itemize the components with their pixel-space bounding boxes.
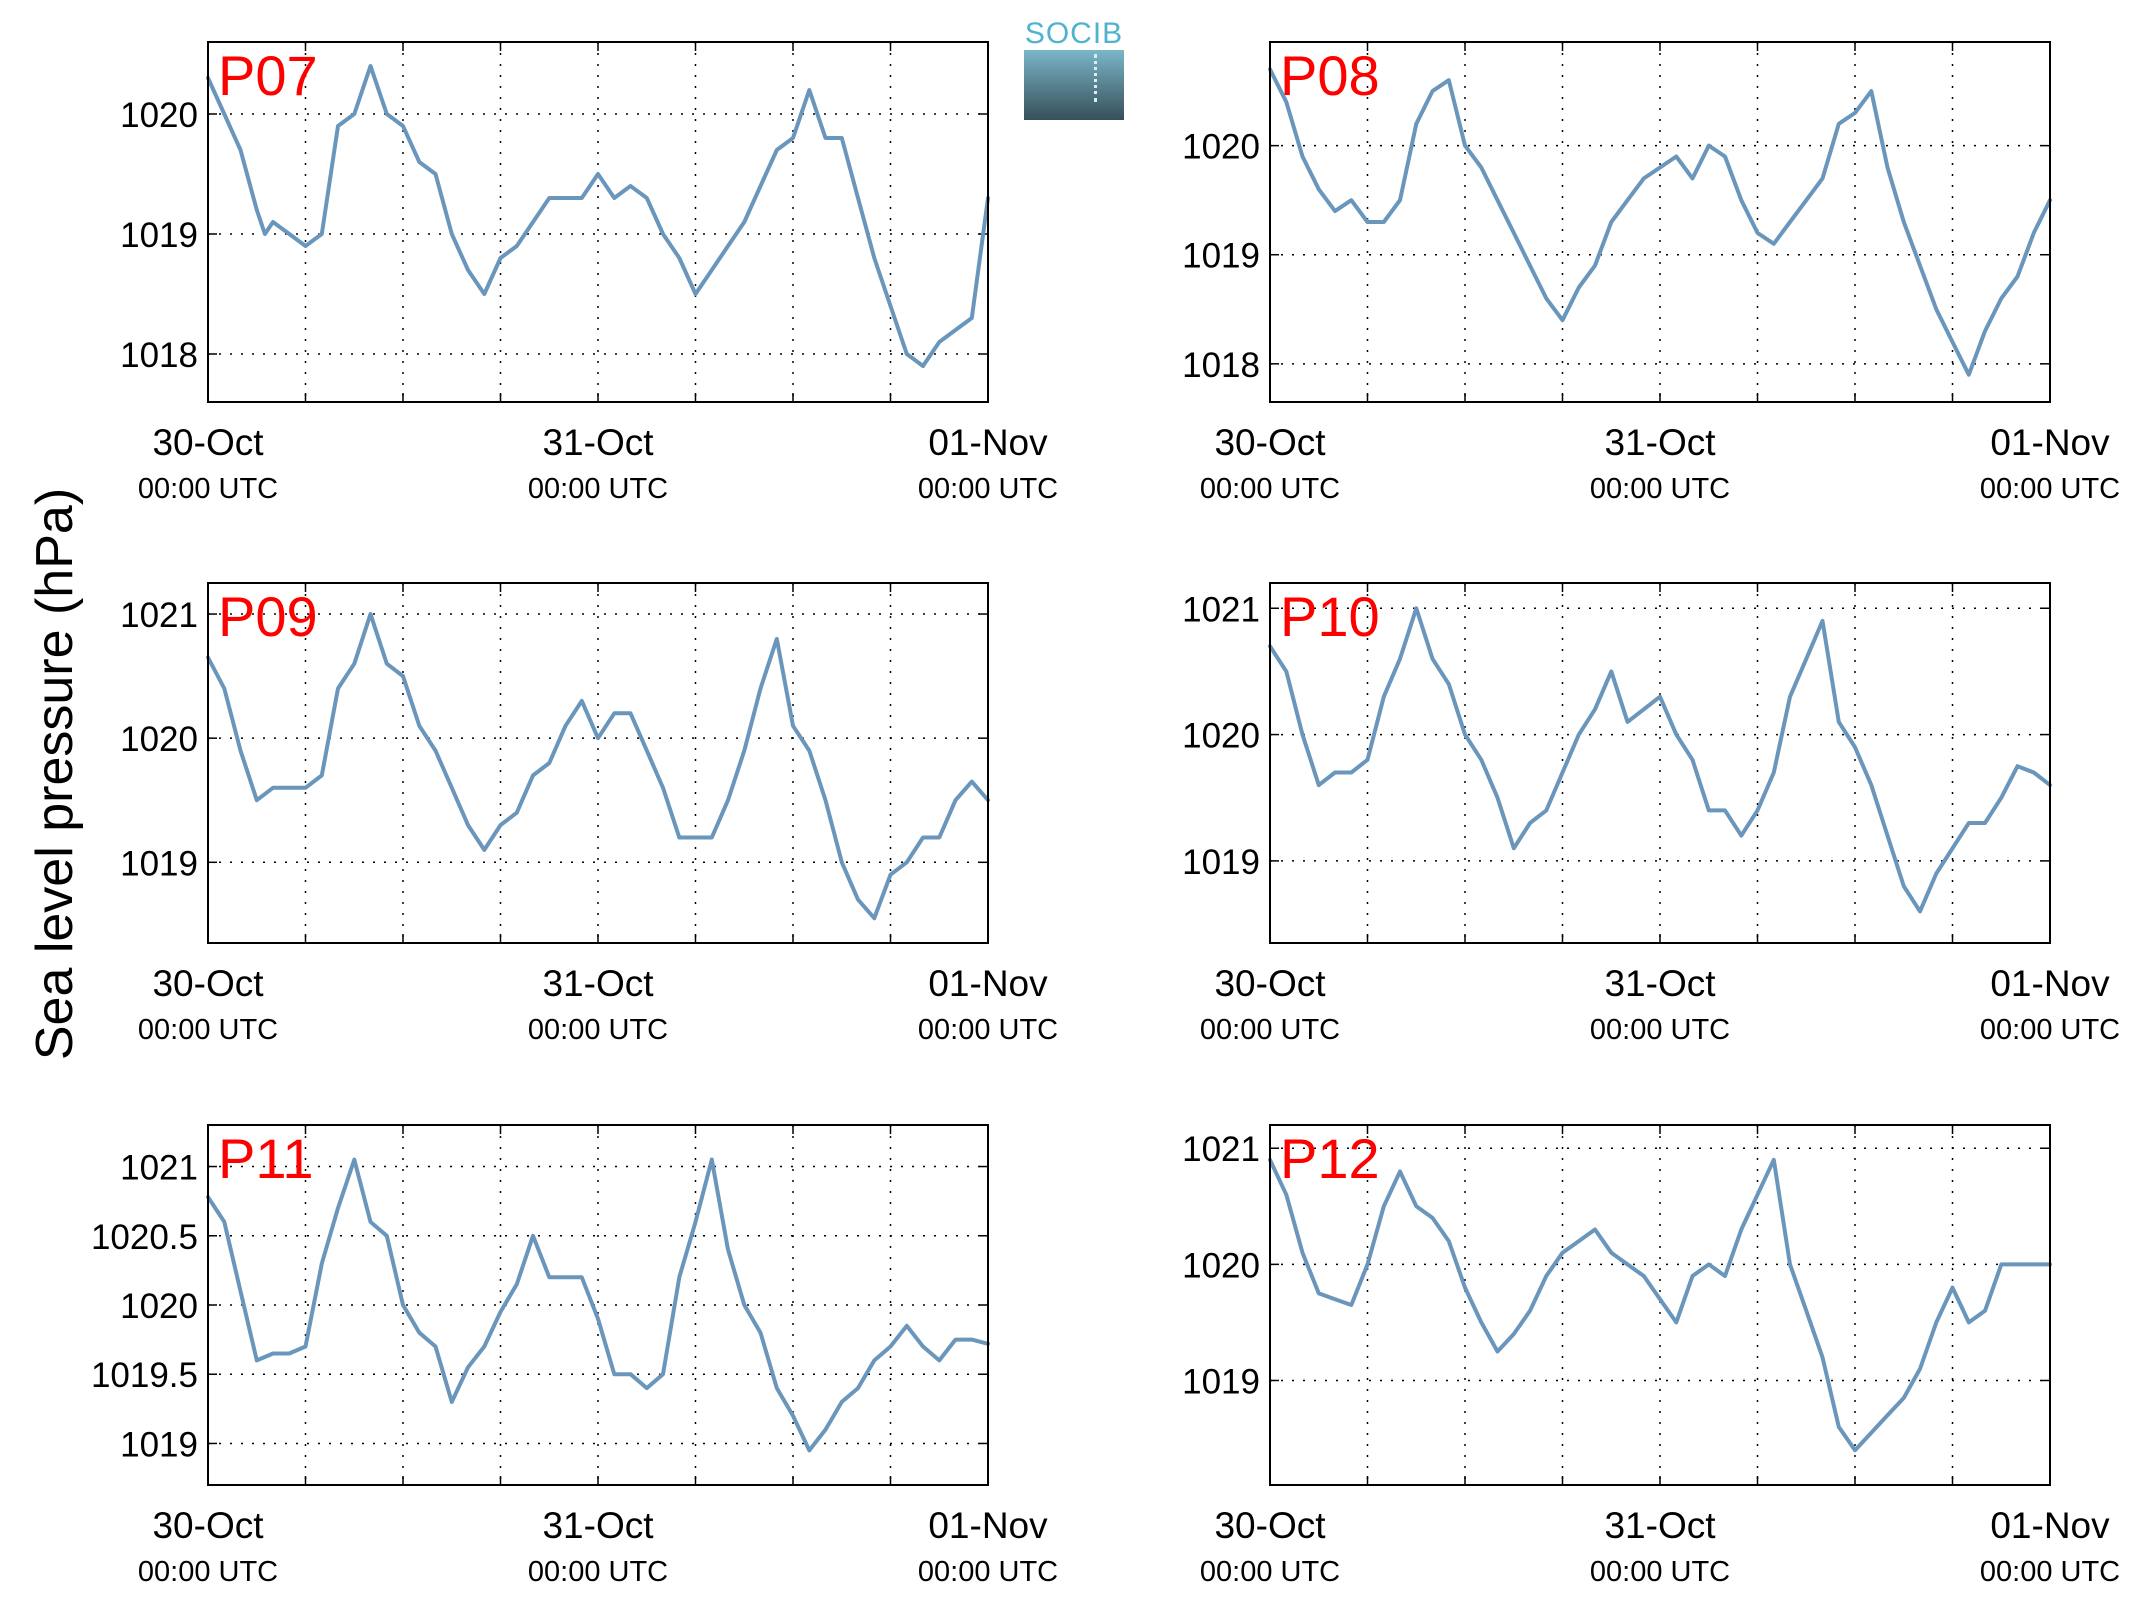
x-tick-label-date: 30-Oct — [152, 1505, 264, 1546]
plot-frame — [1269, 41, 2051, 403]
x-tick-label-date: 31-Oct — [1604, 963, 1716, 1004]
series-line — [1268, 1157, 2052, 1453]
x-tick-label-date: 30-Oct — [1214, 1505, 1326, 1546]
x-tick-label-time: 00:00 UTC — [528, 1556, 668, 1588]
x-tick-label-date: 30-Oct — [152, 422, 264, 463]
logo-graphic — [1024, 50, 1124, 120]
y-tick-label: 1020 — [120, 720, 198, 759]
socib-logo: SOCIB — [1024, 18, 1124, 120]
chart-panel-p12: 1019 1020 1021 30-Oct 00:00 UTC 31-Oct 00:00 U… — [1182, 1124, 2120, 1588]
y-tick-label: 1021 — [120, 1149, 198, 1188]
y-tick-label: 1020 — [120, 96, 198, 135]
x-tick-label-date: 31-Oct — [1604, 1505, 1716, 1546]
y-tick-label: 1019.5 — [91, 1356, 198, 1395]
y-tick-label: 1019 — [1182, 1362, 1260, 1401]
x-tick-label-time: 00:00 UTC — [1980, 1014, 2120, 1046]
station-label: P12 — [1280, 1127, 1380, 1190]
x-tick-label-date: 01-Nov — [928, 1505, 1048, 1546]
y-tick-label: 1021 — [1182, 1130, 1260, 1169]
plot-frame — [1269, 1124, 2051, 1486]
x-tick-label-date: 31-Oct — [1604, 422, 1716, 463]
y-tick-label: 1020 — [1182, 1246, 1260, 1285]
x-tick-label-date: 31-Oct — [542, 422, 654, 463]
x-tick-label-date: 30-Oct — [1214, 963, 1326, 1004]
y-tick-label: 1019 — [120, 844, 198, 883]
series-line — [1268, 67, 2052, 377]
y-tick-label: 1019 — [1182, 237, 1260, 276]
x-tick-label-time: 00:00 UTC — [138, 1014, 278, 1046]
x-tick-label-date: 01-Nov — [1990, 963, 2110, 1004]
y-tick-label: 1020.5 — [91, 1218, 198, 1257]
x-tick-label-time: 00:00 UTC — [1980, 473, 2120, 505]
chart-panel-p11: 1019 1019.5 1020 1020.5 1021 30-Oct 00:00 UTC 3… — [91, 1124, 1058, 1588]
x-tick-label-date: 31-Oct — [542, 963, 654, 1004]
chart-panel-p10: 1019 1020 1021 30-Oct 00:00 UTC 31-Oct 00:00 U… — [1182, 582, 2120, 1046]
y-tick-label: 1020 — [120, 1287, 198, 1326]
plot-frame — [1269, 582, 2051, 944]
x-tick-label-time: 00:00 UTC — [528, 1014, 668, 1046]
x-tick-label-time: 00:00 UTC — [138, 1556, 278, 1588]
x-tick-label-date: 01-Nov — [1990, 422, 2110, 463]
chart-panel-p09: 1019 1020 1021 30-Oct 00:00 UTC 31-Oct 00:00 U… — [120, 582, 1058, 1046]
series-line — [206, 1157, 990, 1453]
chart-panel-p07: 1018 1019 1020 30-Oct 00:00 UTC 31-Oct 00:00 U… — [120, 41, 1058, 505]
y-tick-label: 1021 — [1182, 590, 1260, 629]
x-tick-label-time: 00:00 UTC — [918, 1556, 1058, 1588]
y-tick-label: 1020 — [1182, 128, 1260, 167]
x-tick-label-time: 00:00 UTC — [138, 473, 278, 505]
x-tick-label-time: 00:00 UTC — [1200, 1556, 1340, 1588]
logo-dots — [1094, 54, 1097, 102]
y-tick-label: 1019 — [1182, 843, 1260, 882]
chart-panel-p08: 1018 1019 1020 30-Oct 00:00 UTC 31-Oct 00:00 U… — [1182, 41, 2120, 505]
series-line — [1268, 606, 2052, 914]
x-tick-label-time: 00:00 UTC — [1200, 473, 1340, 505]
y-tick-label: 1018 — [1182, 346, 1260, 385]
x-tick-label-time: 00:00 UTC — [1200, 1014, 1340, 1046]
x-tick-label-date: 30-Oct — [152, 963, 264, 1004]
x-tick-label-date: 01-Nov — [928, 422, 1048, 463]
series-line — [206, 612, 990, 921]
x-tick-label-date: 31-Oct — [542, 1505, 654, 1546]
y-axis-label-text: Sea level pressure (hPa) — [26, 487, 84, 1061]
x-tick-label-time: 00:00 UTC — [918, 1014, 1058, 1046]
y-tick-label: 1019 — [120, 216, 198, 255]
station-label: P11 — [218, 1127, 313, 1190]
y-tick-label: 1021 — [120, 596, 198, 635]
x-tick-label-time: 00:00 UTC — [1590, 473, 1730, 505]
station-label: P10 — [1280, 585, 1380, 648]
plot-frame — [207, 582, 989, 944]
x-tick-label-time: 00:00 UTC — [918, 473, 1058, 505]
station-label: P09 — [218, 585, 318, 648]
station-label: P07 — [218, 44, 318, 107]
x-tick-label-date: 30-Oct — [1214, 422, 1326, 463]
y-tick-label: 1018 — [120, 336, 198, 375]
x-tick-label-time: 00:00 UTC — [528, 473, 668, 505]
x-tick-label-time: 00:00 UTC — [1980, 1556, 2120, 1588]
plot-frame — [207, 1124, 989, 1486]
logo-text: SOCIB — [1024, 17, 1124, 50]
y-tick-label: 1020 — [1182, 717, 1260, 756]
station-label: P08 — [1280, 44, 1380, 107]
x-tick-label-time: 00:00 UTC — [1590, 1014, 1730, 1046]
plot-frame — [207, 41, 989, 403]
x-tick-label-time: 00:00 UTC — [1590, 1556, 1730, 1588]
x-tick-label-date: 01-Nov — [928, 963, 1048, 1004]
x-tick-label-date: 01-Nov — [1990, 1505, 2110, 1546]
series-line — [206, 64, 990, 368]
y-tick-label: 1019 — [120, 1425, 198, 1464]
